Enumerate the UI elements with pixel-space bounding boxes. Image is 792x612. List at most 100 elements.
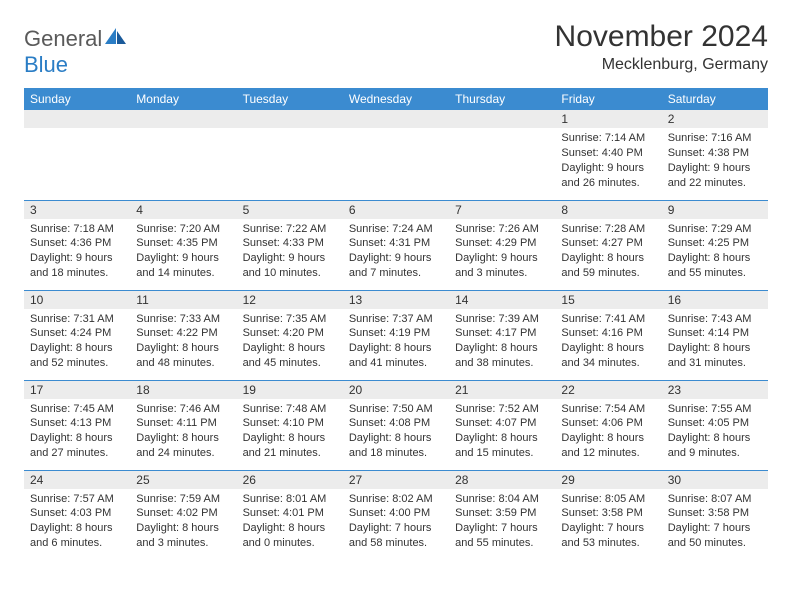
day-number: 24 [24,471,130,489]
day-details: Sunrise: 7:54 AMSunset: 4:06 PMDaylight:… [555,399,661,467]
day-details: Sunrise: 8:02 AMSunset: 4:00 PMDaylight:… [343,489,449,557]
location: Mecklenburg, Germany [555,56,768,74]
calendar-day-cell: 3Sunrise: 7:18 AMSunset: 4:36 PMDaylight… [24,200,130,290]
day-details: Sunrise: 7:16 AMSunset: 4:38 PMDaylight:… [662,128,768,196]
day-details: Sunrise: 7:41 AMSunset: 4:16 PMDaylight:… [555,309,661,377]
weekday-header: Sunday [24,88,130,110]
day-number: 2 [662,110,768,128]
day-number [130,110,236,128]
calendar-day-cell [449,110,555,200]
day-details: Sunrise: 8:01 AMSunset: 4:01 PMDaylight:… [237,489,343,557]
calendar-table: SundayMondayTuesdayWednesdayThursdayFrid… [24,88,768,560]
day-details: Sunrise: 7:46 AMSunset: 4:11 PMDaylight:… [130,399,236,467]
calendar-day-cell: 22Sunrise: 7:54 AMSunset: 4:06 PMDayligh… [555,380,661,470]
calendar-day-cell: 27Sunrise: 8:02 AMSunset: 4:00 PMDayligh… [343,470,449,560]
day-number: 7 [449,201,555,219]
weekday-header: Monday [130,88,236,110]
calendar-day-cell: 10Sunrise: 7:31 AMSunset: 4:24 PMDayligh… [24,290,130,380]
calendar-day-cell [24,110,130,200]
day-number: 16 [662,291,768,309]
weekday-header: Friday [555,88,661,110]
calendar-day-cell: 23Sunrise: 7:55 AMSunset: 4:05 PMDayligh… [662,380,768,470]
day-details: Sunrise: 7:45 AMSunset: 4:13 PMDaylight:… [24,399,130,467]
day-details: Sunrise: 8:07 AMSunset: 3:58 PMDaylight:… [662,489,768,557]
calendar-day-cell: 8Sunrise: 7:28 AMSunset: 4:27 PMDaylight… [555,200,661,290]
day-details: Sunrise: 7:33 AMSunset: 4:22 PMDaylight:… [130,309,236,377]
day-number: 8 [555,201,661,219]
calendar-day-cell: 26Sunrise: 8:01 AMSunset: 4:01 PMDayligh… [237,470,343,560]
day-number: 28 [449,471,555,489]
calendar-day-cell: 14Sunrise: 7:39 AMSunset: 4:17 PMDayligh… [449,290,555,380]
calendar-week-row: 24Sunrise: 7:57 AMSunset: 4:03 PMDayligh… [24,470,768,560]
day-details: Sunrise: 7:59 AMSunset: 4:02 PMDaylight:… [130,489,236,557]
calendar-day-cell: 12Sunrise: 7:35 AMSunset: 4:20 PMDayligh… [237,290,343,380]
day-number: 11 [130,291,236,309]
calendar-day-cell: 9Sunrise: 7:29 AMSunset: 4:25 PMDaylight… [662,200,768,290]
day-details [24,128,130,188]
day-number: 10 [24,291,130,309]
day-number: 23 [662,381,768,399]
day-details [130,128,236,188]
day-number: 5 [237,201,343,219]
day-number: 29 [555,471,661,489]
day-details: Sunrise: 7:29 AMSunset: 4:25 PMDaylight:… [662,219,768,287]
day-number: 26 [237,471,343,489]
day-details: Sunrise: 7:14 AMSunset: 4:40 PMDaylight:… [555,128,661,196]
title-block: November 2024 Mecklenburg, Germany [555,20,768,74]
day-details [237,128,343,188]
logo: General [24,20,130,52]
day-number: 22 [555,381,661,399]
day-details: Sunrise: 8:04 AMSunset: 3:59 PMDaylight:… [449,489,555,557]
calendar-day-cell: 18Sunrise: 7:46 AMSunset: 4:11 PMDayligh… [130,380,236,470]
day-details: Sunrise: 7:28 AMSunset: 4:27 PMDaylight:… [555,219,661,287]
calendar-day-cell: 24Sunrise: 7:57 AMSunset: 4:03 PMDayligh… [24,470,130,560]
calendar-day-cell: 7Sunrise: 7:26 AMSunset: 4:29 PMDaylight… [449,200,555,290]
calendar-day-cell: 1Sunrise: 7:14 AMSunset: 4:40 PMDaylight… [555,110,661,200]
day-details [343,128,449,188]
calendar-week-row: 10Sunrise: 7:31 AMSunset: 4:24 PMDayligh… [24,290,768,380]
calendar-day-cell: 13Sunrise: 7:37 AMSunset: 4:19 PMDayligh… [343,290,449,380]
weekday-header: Tuesday [237,88,343,110]
page-header: General November 2024 Mecklenburg, Germa… [24,20,768,74]
calendar-body: 1Sunrise: 7:14 AMSunset: 4:40 PMDaylight… [24,110,768,560]
day-number: 6 [343,201,449,219]
day-details: Sunrise: 7:35 AMSunset: 4:20 PMDaylight:… [237,309,343,377]
day-number: 13 [343,291,449,309]
day-details: Sunrise: 7:39 AMSunset: 4:17 PMDaylight:… [449,309,555,377]
day-number: 4 [130,201,236,219]
day-number [237,110,343,128]
calendar-day-cell: 2Sunrise: 7:16 AMSunset: 4:38 PMDaylight… [662,110,768,200]
calendar-day-cell: 30Sunrise: 8:07 AMSunset: 3:58 PMDayligh… [662,470,768,560]
calendar-day-cell: 15Sunrise: 7:41 AMSunset: 4:16 PMDayligh… [555,290,661,380]
day-details: Sunrise: 7:26 AMSunset: 4:29 PMDaylight:… [449,219,555,287]
weekday-header: Saturday [662,88,768,110]
day-number: 1 [555,110,661,128]
day-details: Sunrise: 7:31 AMSunset: 4:24 PMDaylight:… [24,309,130,377]
day-number: 19 [237,381,343,399]
day-number: 14 [449,291,555,309]
weekday-header: Thursday [449,88,555,110]
day-details: Sunrise: 7:24 AMSunset: 4:31 PMDaylight:… [343,219,449,287]
day-number: 27 [343,471,449,489]
day-details: Sunrise: 8:05 AMSunset: 3:58 PMDaylight:… [555,489,661,557]
weekday-header: Wednesday [343,88,449,110]
day-number: 21 [449,381,555,399]
day-number: 9 [662,201,768,219]
logo-text-blue: Blue [24,52,68,78]
sail-icon [105,28,127,51]
calendar-day-cell: 20Sunrise: 7:50 AMSunset: 4:08 PMDayligh… [343,380,449,470]
calendar-day-cell [130,110,236,200]
calendar-day-cell: 17Sunrise: 7:45 AMSunset: 4:13 PMDayligh… [24,380,130,470]
day-details: Sunrise: 7:48 AMSunset: 4:10 PMDaylight:… [237,399,343,467]
calendar-day-cell: 16Sunrise: 7:43 AMSunset: 4:14 PMDayligh… [662,290,768,380]
day-details: Sunrise: 7:43 AMSunset: 4:14 PMDaylight:… [662,309,768,377]
calendar-week-row: 3Sunrise: 7:18 AMSunset: 4:36 PMDaylight… [24,200,768,290]
day-number [449,110,555,128]
day-number: 18 [130,381,236,399]
day-details [449,128,555,188]
calendar-week-row: 1Sunrise: 7:14 AMSunset: 4:40 PMDaylight… [24,110,768,200]
day-number: 15 [555,291,661,309]
calendar-day-cell [343,110,449,200]
day-number [343,110,449,128]
day-details: Sunrise: 7:22 AMSunset: 4:33 PMDaylight:… [237,219,343,287]
